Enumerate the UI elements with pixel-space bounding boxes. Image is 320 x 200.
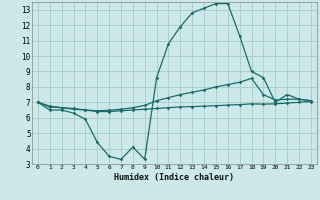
X-axis label: Humidex (Indice chaleur): Humidex (Indice chaleur) [115,173,234,182]
